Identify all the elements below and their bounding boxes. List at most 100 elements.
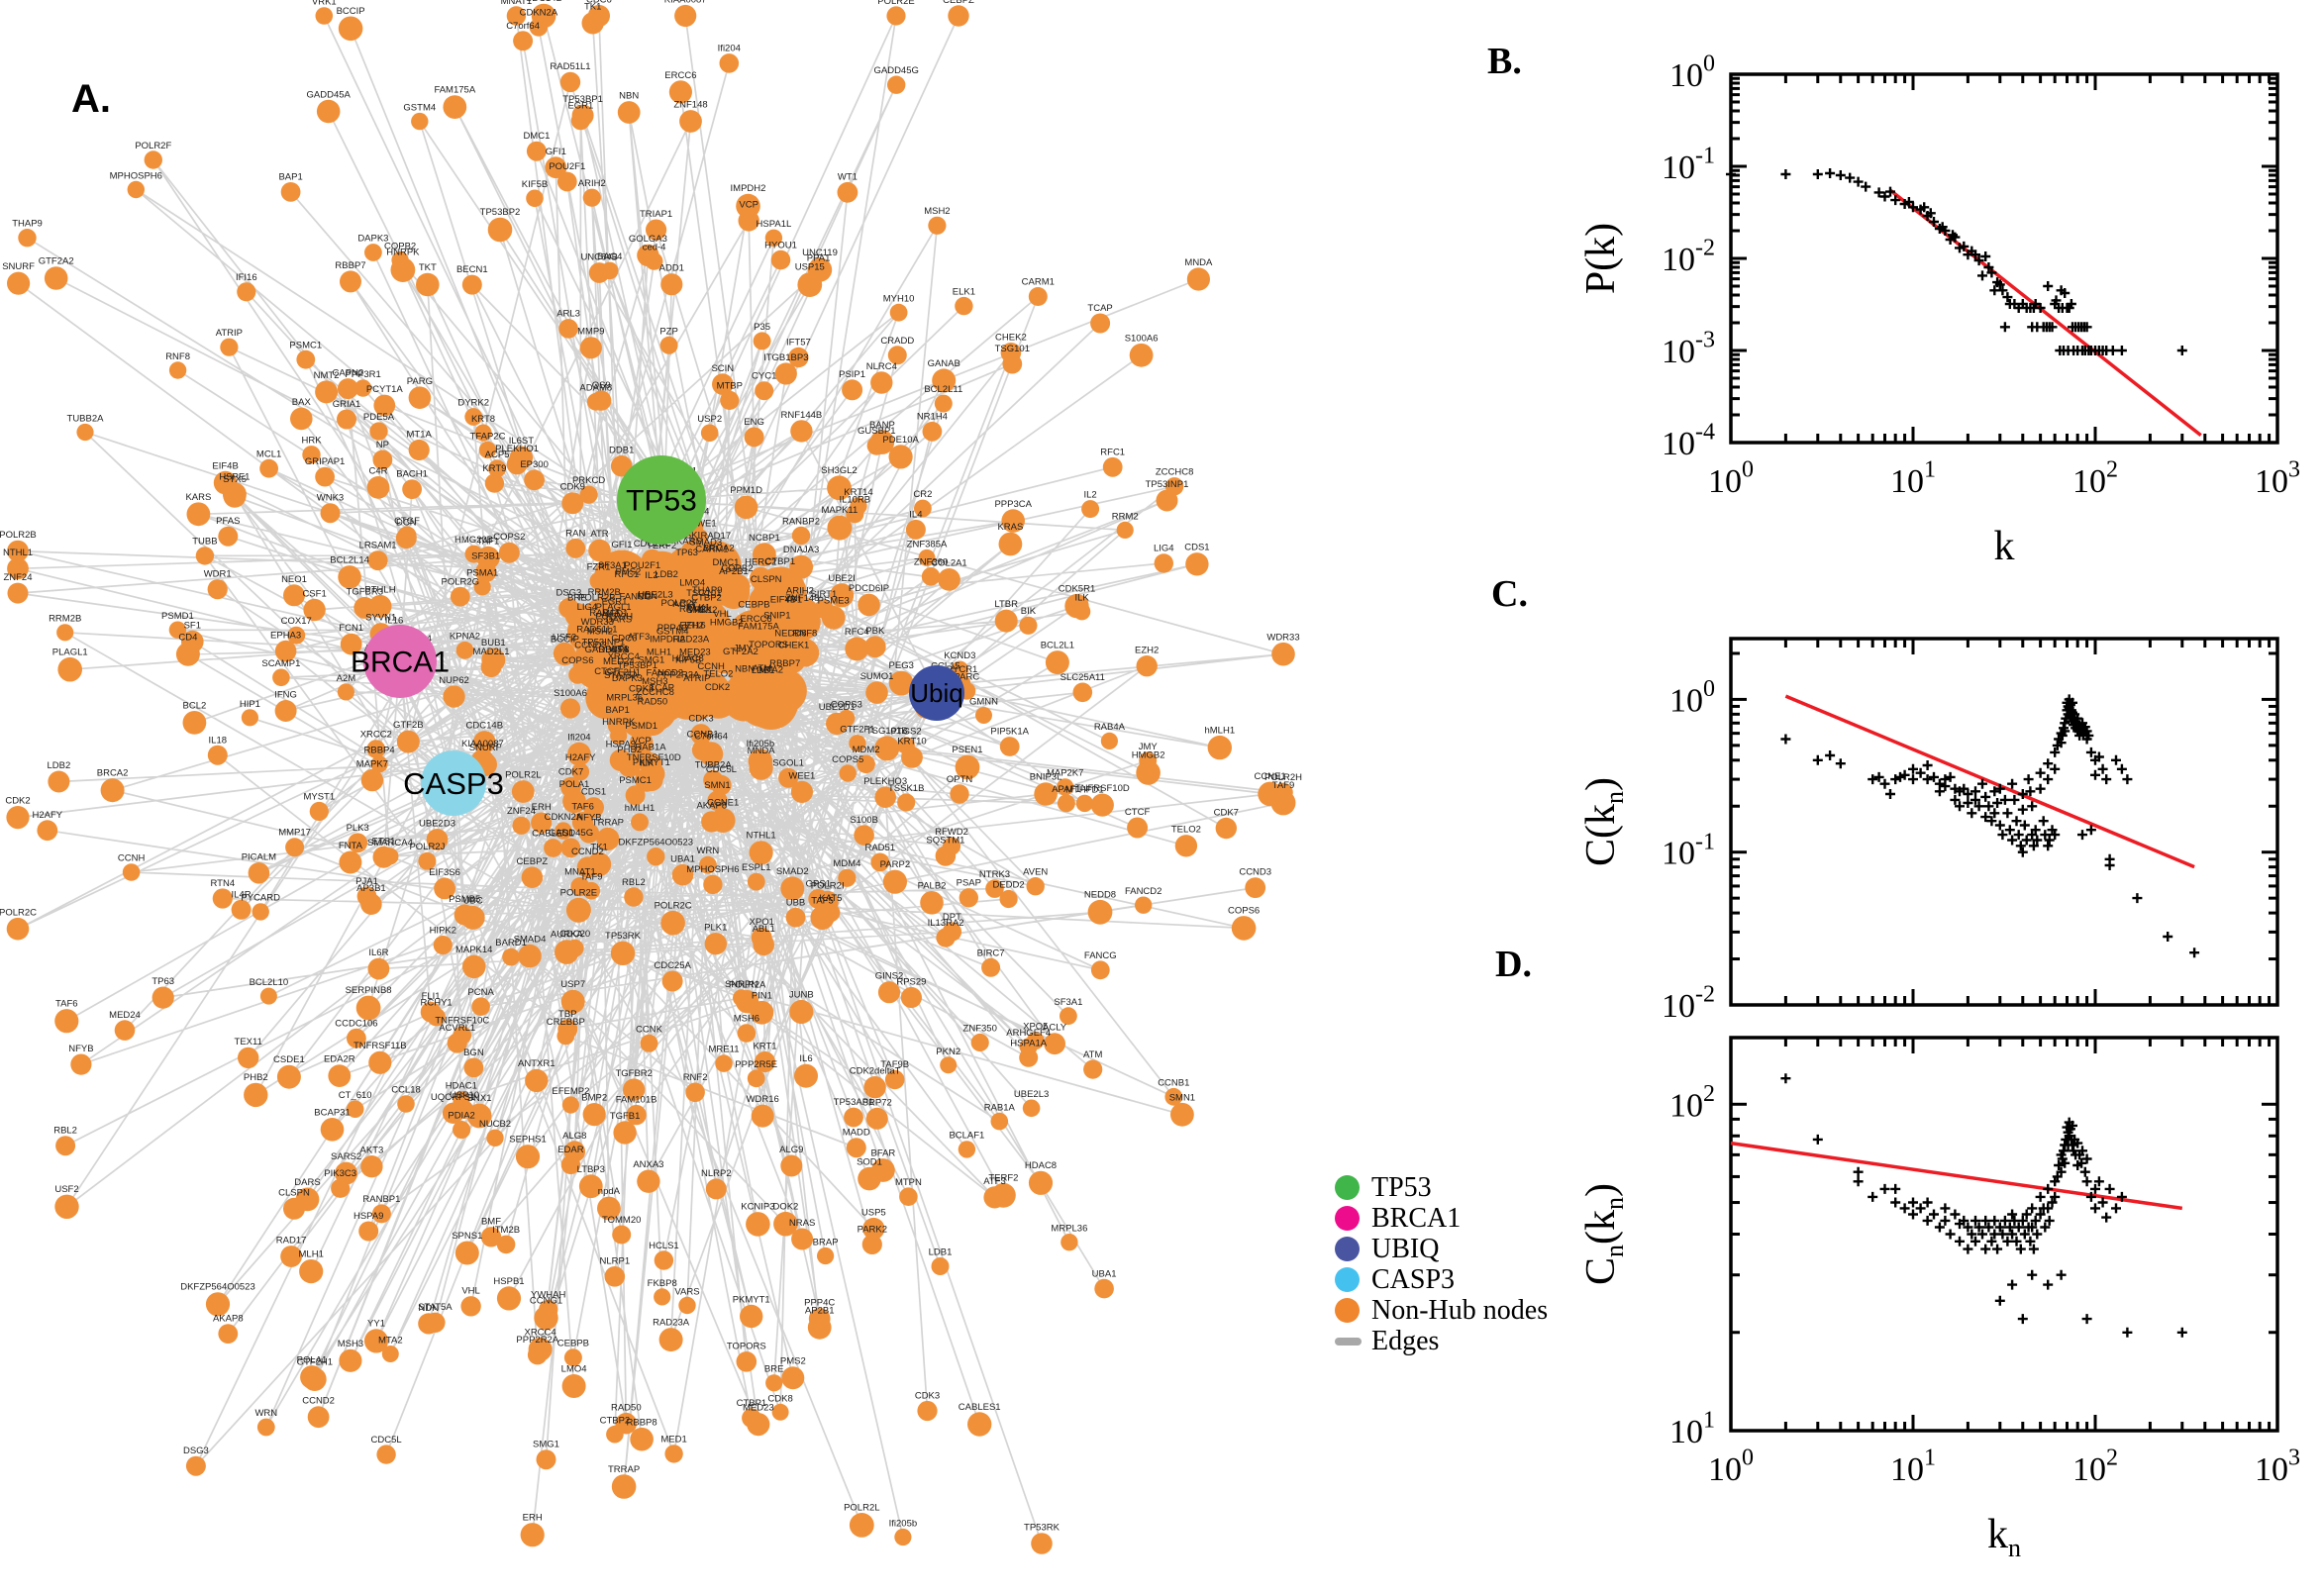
network-node: [427, 1007, 446, 1027]
network-node-label: H2AFY: [32, 810, 62, 821]
network-node-label: CDC20: [559, 929, 590, 940]
network-node-label: SMAD3: [689, 538, 722, 549]
network-node: [237, 282, 256, 302]
network-node-label: KRT9: [482, 463, 506, 474]
network-node: [443, 95, 467, 119]
network-node: [888, 670, 914, 696]
network-node: [241, 709, 258, 727]
network-node: [372, 449, 393, 470]
network-node-label: KAT5: [819, 893, 842, 904]
network-node: [1072, 682, 1093, 703]
network-node: [740, 1304, 763, 1329]
network-node: [434, 877, 455, 900]
network-node-label: BGN: [463, 1047, 484, 1058]
network-node: [1102, 456, 1123, 477]
network-node-label: EGR1: [602, 597, 628, 608]
network-node-label: GANAB: [928, 358, 960, 369]
network-node-label: BRCA2: [97, 768, 129, 779]
network-node-label: GADD45A: [585, 645, 630, 655]
network-node-label: IMPDH2: [650, 635, 685, 646]
network-node-label: COPS6: [561, 655, 593, 666]
network-node-label: PLEKHO1: [495, 444, 539, 454]
network-node-label: S100B: [850, 815, 878, 826]
network-node: [512, 816, 531, 835]
network-node-label: PDIA2: [448, 1111, 474, 1122]
network-node-label: NMT2: [314, 370, 340, 381]
network-node: [300, 1365, 324, 1389]
network-node: [1081, 500, 1100, 519]
network-node: [443, 685, 465, 708]
network-node-label: VCP: [632, 736, 652, 747]
network-node: [7, 271, 31, 295]
network-node-label: GFI1: [546, 147, 566, 157]
network-node: [882, 869, 908, 894]
network-node: [360, 1155, 383, 1178]
network-node: [731, 656, 751, 676]
network-node-label: KARS: [185, 492, 211, 503]
network-node: [750, 1000, 774, 1025]
network-node-label: PLAGL1: [596, 602, 632, 613]
network-node-label: IL18: [209, 735, 228, 746]
network-node-label: UNC84B: [580, 252, 618, 263]
network-node-label: SF3A1: [598, 560, 627, 571]
network-node: [807, 1315, 832, 1340]
network-node-label: SF1: [184, 620, 201, 631]
network-node-label: CRADD: [880, 336, 914, 347]
network-node: [1129, 343, 1154, 367]
network-node-label: ADD1: [659, 263, 684, 274]
network-node: [617, 101, 641, 124]
network-node: [920, 891, 944, 915]
network-node-label: BMP2: [581, 1093, 607, 1104]
network-node-label: SCIN: [711, 363, 734, 374]
network-node-label: HSPA1A: [1010, 1038, 1047, 1048]
network-node-label: PALB2: [918, 881, 947, 892]
network-node: [765, 1374, 783, 1392]
network-node: [942, 837, 961, 855]
network-node-label: IMPDH2: [731, 183, 766, 194]
network-node-label: NTHL1: [747, 831, 776, 842]
network-node-label: SNRPN: [725, 979, 758, 990]
panel-d-label: D.: [1495, 944, 1532, 985]
network-node-label: BRCA2: [703, 544, 735, 554]
network-node: [607, 715, 628, 736]
network-node: [272, 668, 290, 687]
network-node: [773, 1211, 798, 1237]
network-node-label: GTF2H1: [605, 667, 641, 678]
network-node: [337, 683, 354, 701]
network-node-label: MDM2: [853, 745, 880, 755]
network-node: [339, 850, 362, 874]
network-node-label: ATM: [753, 663, 771, 674]
network-node: [473, 731, 496, 753]
network-node: [408, 439, 430, 461]
network-node: [710, 808, 736, 833]
network-node-label: TAF9B: [880, 1059, 909, 1070]
network-node-label: MMP9: [577, 327, 604, 338]
network-node: [625, 785, 646, 806]
network-node-label: IL10RB: [839, 495, 870, 506]
network-node-label: KCND3: [944, 650, 975, 661]
network-node: [316, 99, 341, 124]
network-node: [274, 700, 297, 722]
network-node-label: CDC6: [611, 634, 637, 645]
network-node-label: OPTN: [947, 774, 973, 785]
network-node: [354, 379, 372, 397]
network-node: [579, 485, 598, 504]
network-node: [473, 578, 491, 596]
network-node-label: hMLH1: [625, 803, 656, 814]
network-node: [874, 786, 896, 808]
network-node-label: GTF2F1: [840, 725, 874, 736]
network-node-label: IL16: [385, 616, 404, 627]
network-node: [454, 1241, 479, 1265]
network-node: [509, 446, 534, 469]
network-node-label: HSPA9: [606, 739, 636, 749]
network-node: [360, 893, 382, 915]
network-node-label: TAF6: [55, 999, 78, 1010]
network-node-label: NUCB2: [479, 1119, 511, 1130]
network-node-label: WRN: [697, 846, 720, 856]
network-node-label: CDC6: [586, 0, 612, 5]
network-node: [168, 361, 187, 379]
network-node: [958, 1141, 976, 1158]
network-node: [520, 1523, 545, 1547]
network-node-label: TSG101: [686, 588, 721, 599]
network-node: [734, 495, 758, 520]
